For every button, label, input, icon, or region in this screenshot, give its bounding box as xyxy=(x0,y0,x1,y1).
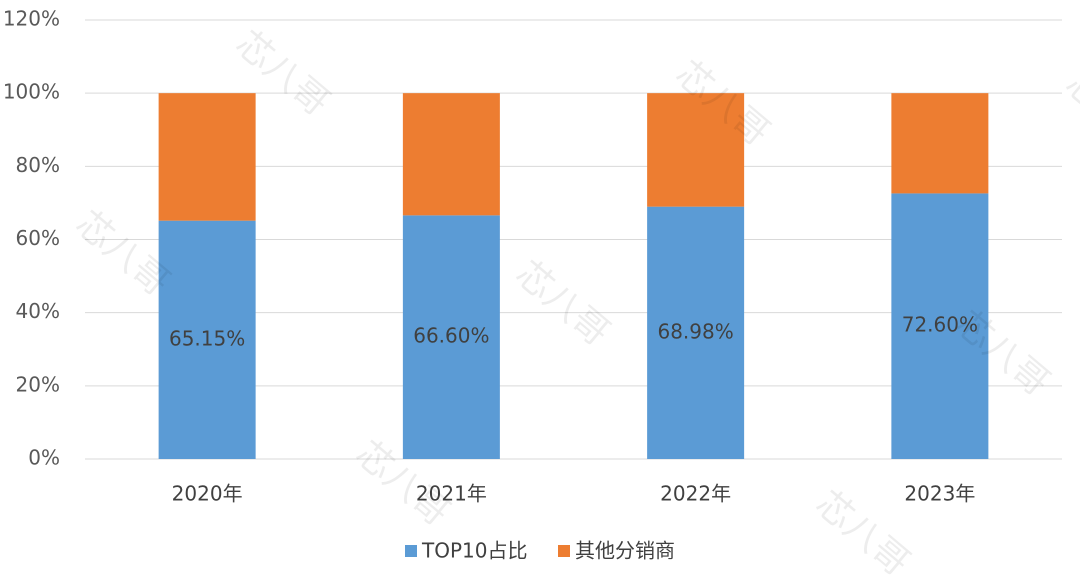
y-tick-label: 40% xyxy=(16,299,60,323)
y-tick-label: 0% xyxy=(28,446,60,470)
value-label: 68.98% xyxy=(657,319,733,343)
legend-label: 其他分销商 xyxy=(575,539,675,563)
watermark: 芯八哥 xyxy=(808,483,917,583)
x-tick-label: 2021年 xyxy=(416,482,487,506)
x-tick-label: 2022年 xyxy=(660,482,731,506)
y-tick-label: 20% xyxy=(16,372,60,396)
legend-swatch xyxy=(405,545,417,557)
y-tick-label: 80% xyxy=(16,153,60,177)
bar-segment xyxy=(158,93,256,221)
y-tick-label: 100% xyxy=(3,80,60,104)
value-label: 72.60% xyxy=(902,313,978,337)
legend-swatch xyxy=(558,545,570,557)
bar-segment xyxy=(891,193,989,459)
legend-label: TOP10占比 xyxy=(421,539,527,563)
value-label: 65.15% xyxy=(169,326,245,350)
bar-segment xyxy=(647,206,745,459)
y-tick-label: 60% xyxy=(16,226,60,250)
watermark: 芯八哥 xyxy=(508,253,617,354)
x-tick-label: 2020年 xyxy=(172,482,243,506)
y-tick-label: 120% xyxy=(3,7,60,31)
bar-segment xyxy=(402,215,500,459)
bar-segment xyxy=(891,93,989,194)
x-tick-label: 2023年 xyxy=(904,482,975,506)
bar-segment xyxy=(647,93,745,207)
value-label: 66.60% xyxy=(413,324,489,348)
bar-segment xyxy=(158,220,256,459)
bar-segment xyxy=(402,93,500,216)
watermark: 芯八哥 xyxy=(1058,63,1080,164)
